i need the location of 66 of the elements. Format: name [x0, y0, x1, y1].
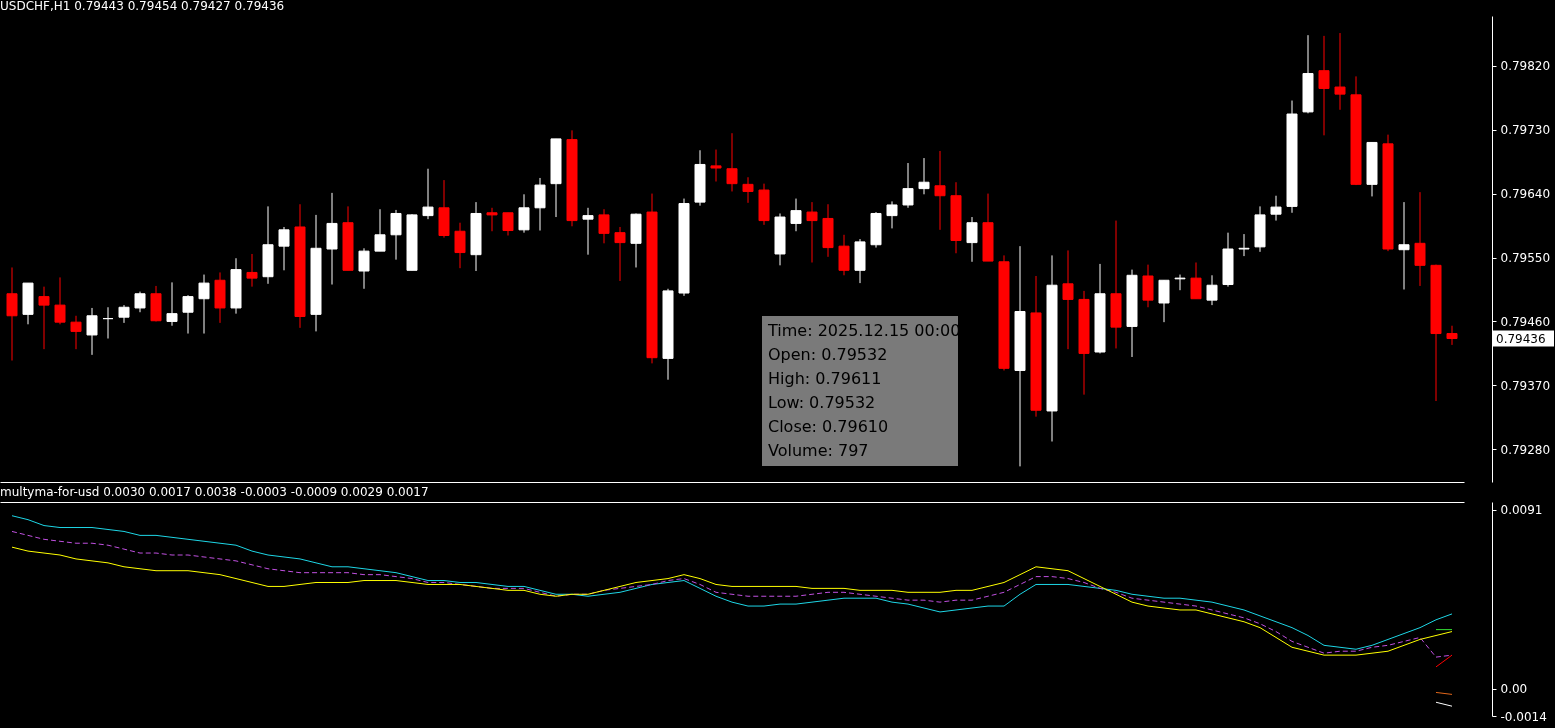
y-tick-label: 0.79640 — [1500, 187, 1551, 202]
candlestick — [1446, 325, 1458, 346]
candlestick — [486, 207, 498, 232]
annotation: Volume: 797 — [768, 441, 869, 460]
candlestick — [102, 306, 114, 340]
candlestick — [1190, 262, 1202, 300]
candlestick — [1238, 233, 1250, 257]
candlestick — [1158, 279, 1170, 323]
candlestick — [454, 222, 466, 269]
candlestick — [742, 176, 754, 204]
candlestick — [422, 168, 434, 220]
candlestick — [246, 253, 258, 288]
annotation: High: 0.79611 — [768, 369, 882, 388]
candlestick — [1334, 32, 1346, 111]
candlestick — [726, 132, 738, 192]
annotation: Close: 0.79610 — [768, 417, 889, 436]
candlestick — [886, 200, 898, 229]
y-tick-label: 0.79820 — [1500, 59, 1551, 74]
y-tick-label: -0.0014 — [1500, 709, 1547, 724]
candlestick — [790, 198, 802, 232]
candlestick — [198, 274, 210, 335]
candlestick — [614, 226, 626, 282]
y-tick-label: 0.79460 — [1500, 314, 1551, 329]
candlestick — [1174, 274, 1186, 291]
candlestick — [518, 193, 530, 234]
candlestick — [582, 207, 594, 256]
annotation: Time: 2025.12.15 00:00 — [767, 321, 961, 340]
line-series — [11, 515, 1453, 650]
candlestick — [710, 149, 722, 183]
candlestick — [278, 226, 290, 271]
y-tick-label: 0.0091 — [1500, 503, 1543, 518]
candlestick — [374, 208, 386, 252]
candlestick — [1206, 274, 1218, 306]
candlestick — [134, 291, 146, 313]
y-tick-label: 0.79550 — [1500, 251, 1551, 266]
annotation: Open: 0.79532 — [768, 345, 888, 364]
candlestick — [182, 294, 194, 335]
y-tick-label: 0.00 — [1500, 682, 1528, 697]
candlestick — [902, 162, 914, 209]
candlestick — [502, 212, 514, 236]
y-tick-label: 0.79730 — [1500, 123, 1551, 138]
candlestick — [70, 315, 82, 350]
candlestick — [598, 208, 610, 244]
candlestick — [1398, 201, 1410, 290]
candlestick — [934, 150, 946, 231]
candlestick — [534, 177, 546, 232]
candlestick — [1318, 35, 1330, 136]
annotation: Low: 0.79532 — [768, 393, 876, 412]
candlestick — [38, 286, 50, 350]
candlestick — [1270, 195, 1282, 222]
y-tick-label: 0.79370 — [1500, 378, 1551, 393]
candlestick — [54, 276, 66, 325]
y-tick-label: 0.79280 — [1500, 442, 1551, 457]
chart-title: multyma-for-usd 0.0030 0.0017 0.0038 -0.0003 -0.0009 0.0029 0.0017 — [0, 485, 429, 499]
candlestick — [966, 216, 978, 263]
candlestick — [1414, 191, 1426, 287]
chart-title: USDCHF,H1 0.79443 0.79454 0.79427 0.79436 — [0, 0, 285, 13]
candlestick — [390, 209, 402, 261]
candlestick — [358, 247, 370, 290]
candlestick — [806, 201, 818, 263]
candlestick — [166, 281, 178, 327]
candlestick — [918, 157, 930, 195]
candlestick — [1062, 249, 1074, 350]
candlestick — [6, 266, 18, 362]
text: 0.79436 — [1496, 331, 1546, 346]
candlestick — [86, 307, 98, 356]
